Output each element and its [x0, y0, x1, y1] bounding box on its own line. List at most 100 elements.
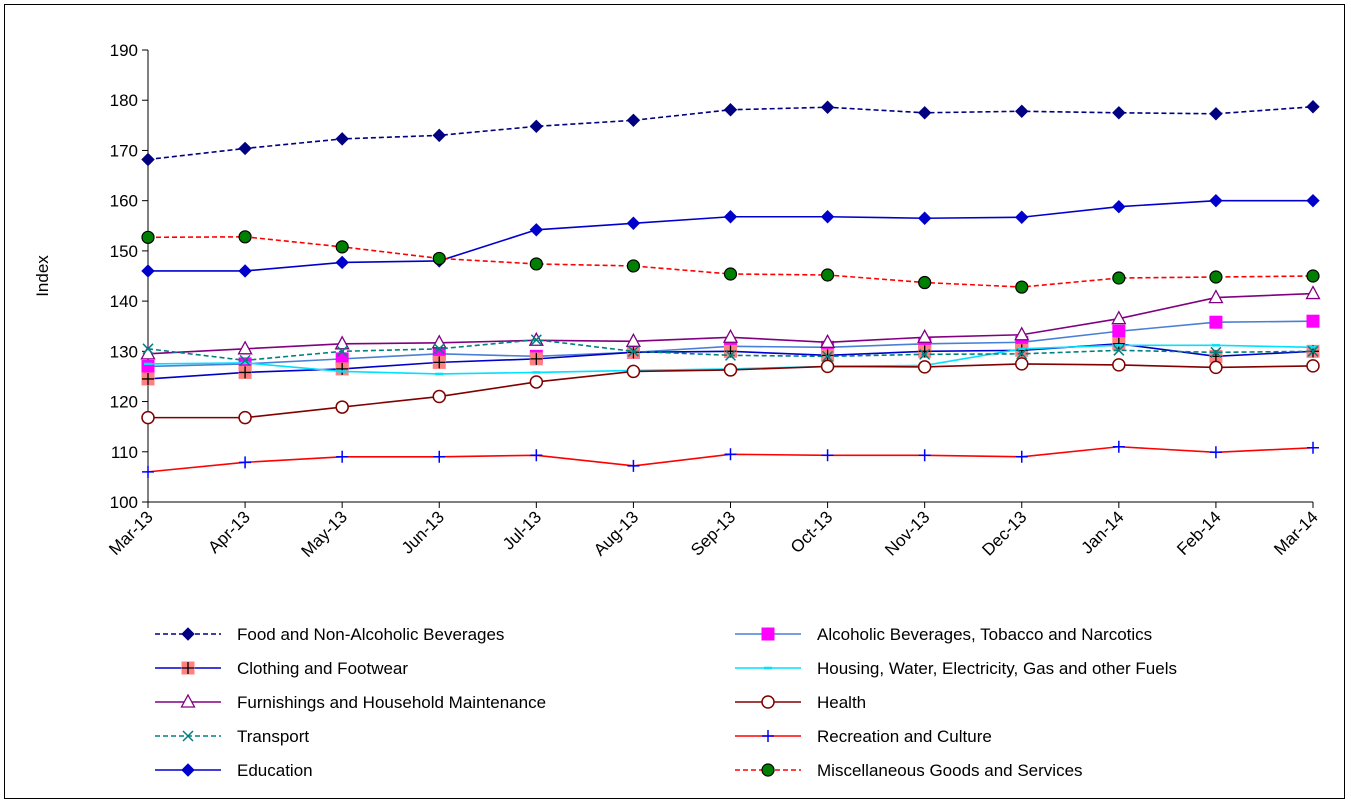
data-point	[1015, 357, 1029, 371]
data-point	[141, 264, 155, 278]
data-point	[141, 230, 155, 244]
data-point	[1209, 360, 1223, 375]
data-point-cross	[1112, 337, 1125, 350]
legend-item: Education	[155, 761, 313, 780]
data-point	[820, 100, 835, 114]
data-point	[626, 216, 641, 230]
data-point	[1307, 345, 1319, 357]
series-0	[141, 100, 1320, 167]
data-point-cross	[433, 356, 446, 369]
data-point	[142, 465, 154, 478]
data-point-cross	[239, 366, 252, 379]
y-tick-label: 110	[111, 443, 138, 462]
legend-swatch-marker	[182, 730, 194, 742]
legend-swatch-marker	[761, 695, 775, 709]
data-point	[529, 352, 543, 366]
legend-swatch-marker	[761, 627, 775, 641]
data-point	[1112, 337, 1126, 351]
data-point	[239, 456, 252, 469]
data-point	[1208, 289, 1224, 304]
legend-swatch-marker	[181, 763, 195, 777]
series-7	[142, 440, 1319, 478]
data-point	[723, 103, 738, 117]
data-point	[918, 344, 932, 358]
series-9	[141, 230, 1320, 294]
legend-label: Miscellaneous Goods and Services	[817, 761, 1083, 780]
x-tick-label: Nov-13	[881, 507, 933, 559]
y-tick-label: 120	[110, 393, 138, 412]
data-point	[724, 448, 737, 461]
chart-frame	[4, 4, 1345, 799]
data-point	[626, 113, 641, 128]
data-point	[335, 240, 349, 254]
data-point	[626, 259, 641, 273]
data-point	[1209, 446, 1222, 459]
data-point	[723, 363, 738, 377]
y-tick-label: 180	[110, 91, 138, 110]
legend-label: Housing, Water, Electricity, Gas and oth…	[817, 659, 1177, 678]
data-point	[142, 343, 154, 355]
legend-label: Health	[817, 693, 866, 712]
data-point	[1015, 280, 1029, 294]
data-point	[1014, 326, 1030, 341]
data-point	[1209, 193, 1223, 208]
x-tick-label: Sep-13	[687, 507, 739, 559]
data-point	[1209, 315, 1223, 329]
data-point	[627, 459, 640, 472]
legend-item: Transport	[155, 727, 309, 746]
y-tick-label: 170	[110, 141, 138, 160]
legend-label: Food and Non-Alcoholic Beverages	[237, 625, 504, 644]
data-point	[238, 365, 252, 379]
data-point	[723, 210, 738, 224]
x-tick-label: Apr-13	[204, 507, 254, 557]
x-tick-label: Feb-14	[1173, 507, 1225, 559]
series-5	[141, 357, 1320, 425]
data-point	[724, 349, 737, 361]
data-point	[529, 375, 544, 389]
series-8	[141, 193, 1320, 278]
data-point	[141, 410, 155, 425]
legend-item: Furnishings and Household Maintenance	[155, 693, 546, 712]
data-point	[1306, 100, 1320, 114]
legend-swatch-marker-cross	[182, 662, 194, 674]
data-point	[141, 359, 155, 373]
data-point	[432, 355, 446, 369]
data-point	[334, 335, 350, 350]
legend-item: Alcoholic Beverages, Tobacco and Narcoti…	[735, 625, 1152, 644]
data-point	[1113, 344, 1125, 356]
data-point	[1016, 348, 1028, 360]
data-point	[1112, 358, 1126, 372]
x-tick-label: Oct-13	[787, 507, 837, 557]
data-point	[529, 223, 544, 237]
data-point	[530, 449, 543, 462]
y-axis-label: Index	[33, 255, 52, 297]
data-point	[1015, 104, 1029, 118]
data-point	[335, 400, 349, 414]
data-point	[431, 334, 447, 349]
data-point	[238, 230, 252, 244]
data-point	[919, 348, 931, 360]
data-point	[1305, 285, 1321, 300]
data-point	[335, 255, 349, 270]
legend-swatch-marker	[761, 763, 775, 777]
x-tick-label: Mar-13	[105, 507, 157, 559]
legend-label: Education	[237, 761, 313, 780]
data-point	[820, 210, 835, 224]
data-point	[1306, 314, 1320, 328]
data-point	[917, 360, 932, 374]
legend-label: Alcoholic Beverages, Tobacco and Narcoti…	[817, 625, 1152, 644]
data-point	[433, 343, 445, 355]
legend-label: Transport	[237, 727, 309, 746]
y-tick-label: 160	[110, 192, 138, 211]
data-point	[627, 345, 639, 357]
data-point	[1111, 310, 1127, 325]
data-point-cross	[530, 352, 543, 365]
data-point	[722, 328, 739, 343]
data-point	[238, 410, 252, 425]
legend-item: Food and Non-Alcoholic Beverages	[155, 625, 504, 644]
data-point	[141, 152, 155, 167]
y-tick-label: 100	[110, 493, 138, 512]
data-point	[819, 333, 836, 348]
legend-label: Clothing and Footwear	[237, 659, 408, 678]
